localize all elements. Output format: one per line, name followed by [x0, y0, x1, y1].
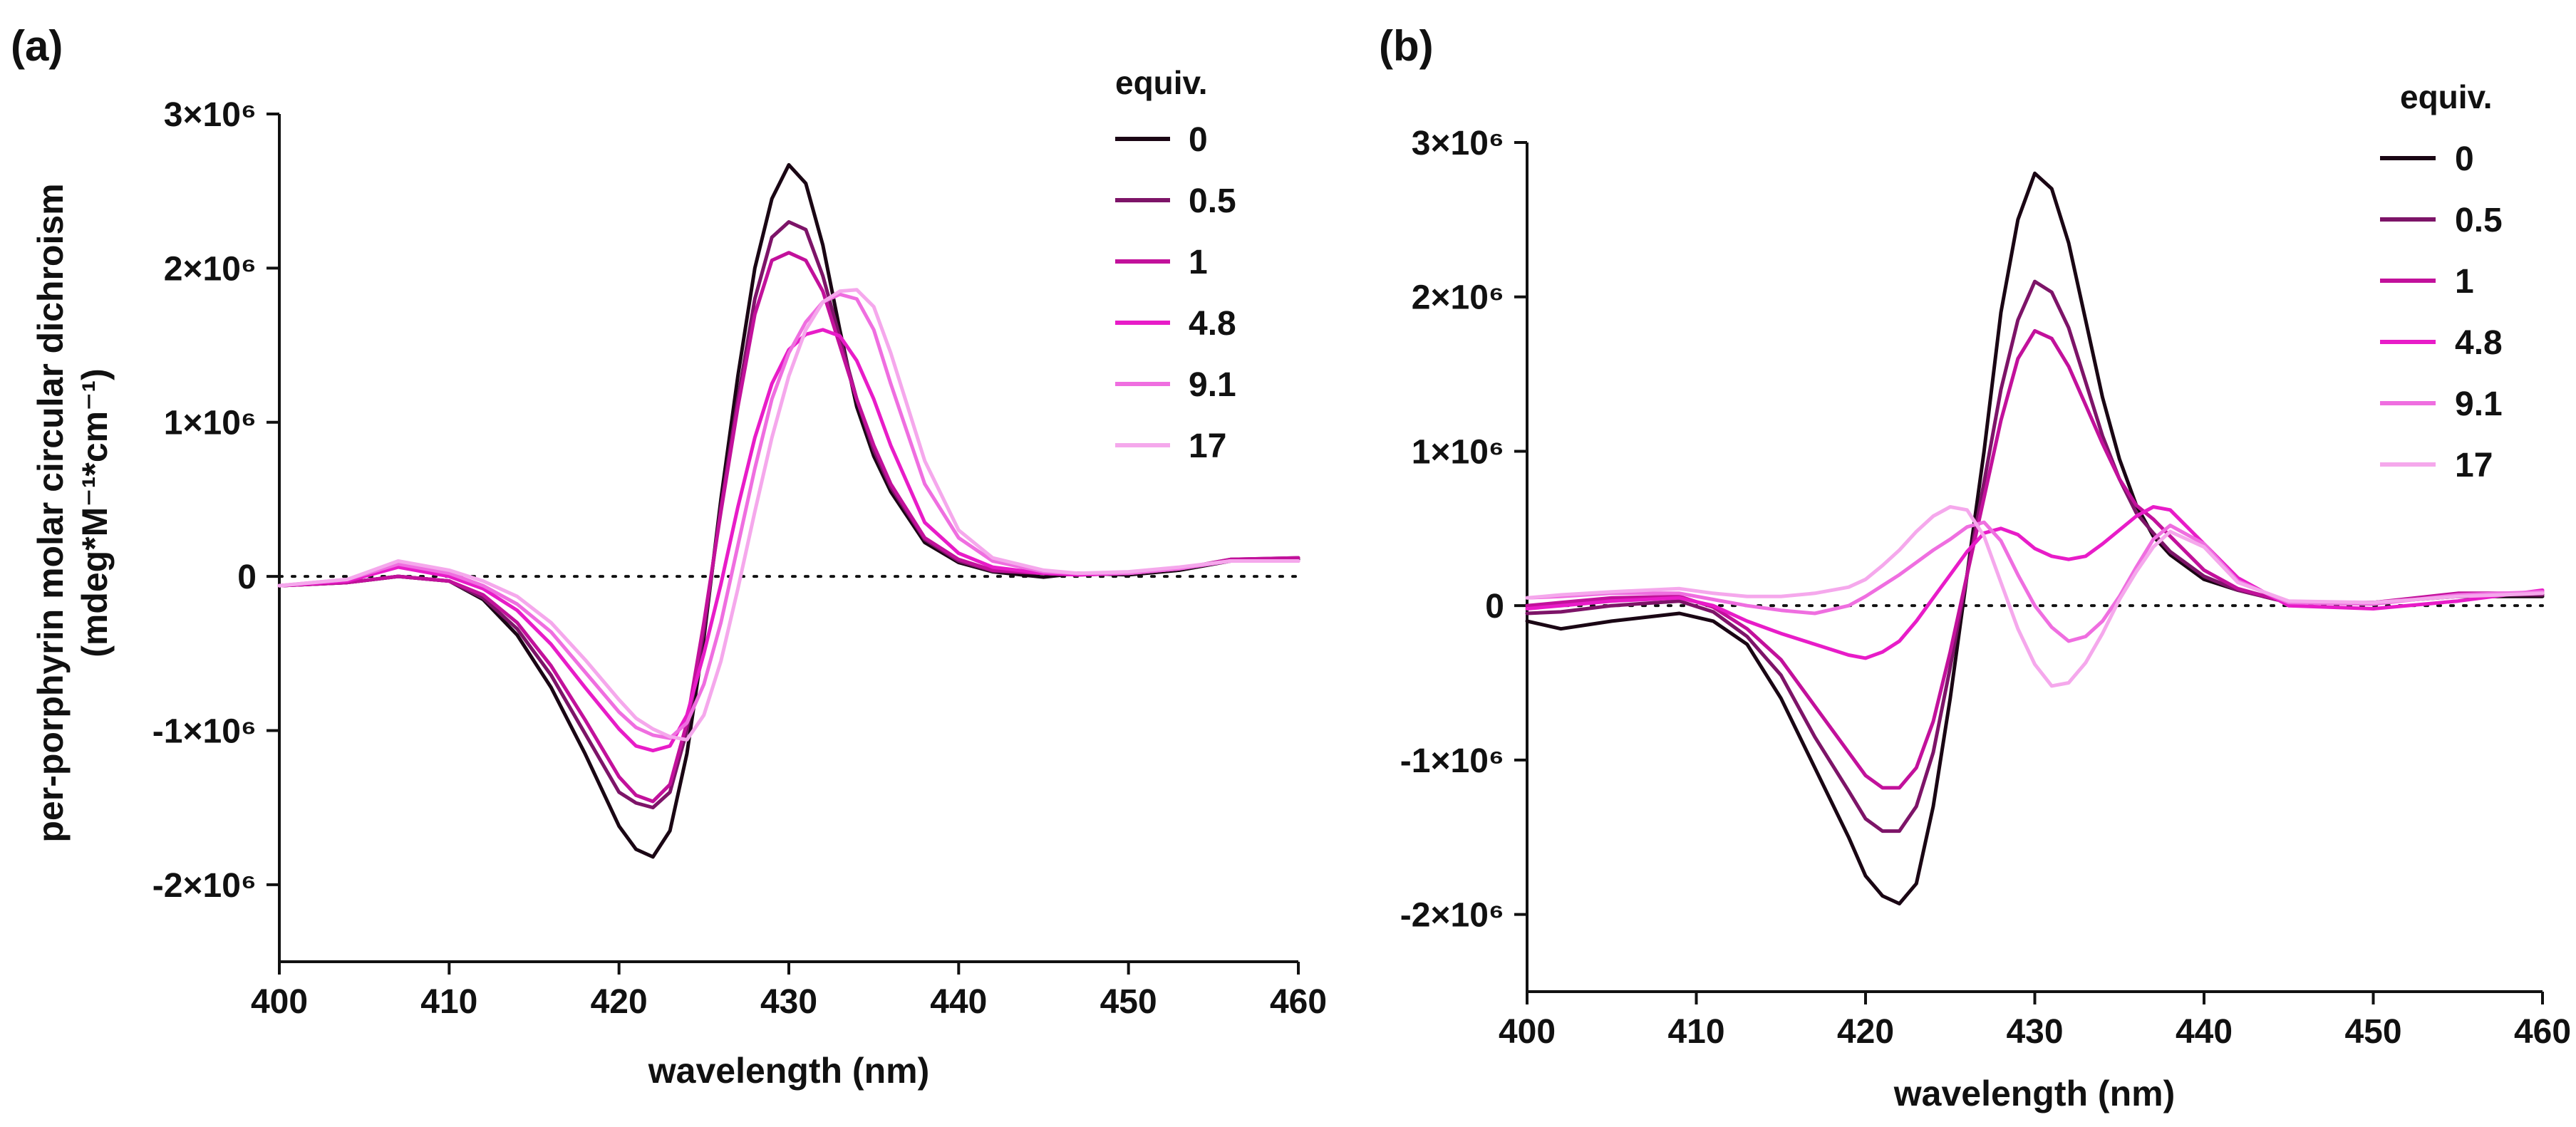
legend-label-0: 0 — [2455, 140, 2474, 178]
y-tick-label: 3×10⁶ — [164, 96, 257, 134]
y-tick-label: 0 — [1485, 588, 1504, 625]
x-tick-label: 420 — [1837, 1013, 1894, 1051]
panel-a-ylabel-line2: (mdeg*M⁻¹*cm⁻¹) — [75, 368, 115, 658]
x-tick-label: 430 — [760, 983, 817, 1021]
series-line-9.1 — [277, 292, 1300, 740]
series-line-17 — [1525, 505, 2545, 688]
x-tick-label: 450 — [2344, 1013, 2401, 1051]
panel-a-ylabel-line1: per-porphyrin molar circular dichroism — [31, 183, 71, 842]
legend-label-9.1: 9.1 — [2455, 385, 2503, 423]
x-tick-label: 410 — [1667, 1013, 1724, 1051]
panel-b-legend-title: equiv. — [2400, 78, 2493, 115]
y-tick-label: 1×10⁶ — [164, 405, 257, 442]
legend-label-4.8: 4.8 — [1189, 305, 1236, 343]
x-tick-label: 450 — [1100, 983, 1157, 1021]
series-line-4.8 — [1525, 505, 2545, 660]
panel-b-xlabel: wavelength (nm) — [1893, 1074, 2175, 1113]
legend-label-17: 17 — [1189, 427, 1226, 465]
series-line-1 — [1525, 328, 2545, 790]
legend-label-1: 1 — [2455, 263, 2474, 301]
y-tick-label: -1×10⁶ — [1400, 742, 1504, 780]
x-tick-label: 430 — [2006, 1013, 2063, 1051]
panel-a-legend: equiv. 0 0.5 1 4.8 9.1 17 — [1115, 64, 1236, 465]
series-line-0.5 — [277, 220, 1300, 810]
legend-label-17: 17 — [2455, 447, 2493, 484]
legend-label-0.5: 0.5 — [1189, 182, 1236, 220]
y-tick-label: -1×10⁶ — [152, 712, 257, 750]
y-tick-label: -2×10⁶ — [152, 867, 257, 905]
series-line-9.1 — [1525, 520, 2545, 643]
y-tick-label: 0 — [237, 559, 257, 596]
y-tick-label: 2×10⁶ — [164, 250, 257, 288]
x-tick-label: 400 — [251, 983, 308, 1021]
x-tick-label: 460 — [2514, 1013, 2571, 1051]
panel-a-xlabel: wavelength (nm) — [648, 1051, 929, 1091]
panel-a-legend-title: equiv. — [1115, 64, 1208, 101]
legend-label-0.5: 0.5 — [2455, 202, 2503, 239]
x-tick-label: 460 — [1270, 983, 1327, 1021]
series-line-0.5 — [1525, 279, 2545, 833]
y-tick-label: -2×10⁶ — [1400, 897, 1504, 935]
x-tick-label: 400 — [1499, 1013, 1556, 1051]
series-line-0 — [277, 162, 1300, 859]
x-tick-label: 410 — [420, 983, 477, 1021]
legend-label-4.8: 4.8 — [2455, 324, 2503, 362]
series-line-0 — [1525, 171, 2545, 905]
legend-label-9.1: 9.1 — [1189, 366, 1236, 404]
y-tick-label: 3×10⁶ — [1412, 125, 1504, 162]
y-tick-label: 1×10⁶ — [1412, 433, 1504, 471]
panel-b: (b) 3×10⁶ 2×10⁶ 1×10⁶ 0 -1×10⁶ -2×10⁶ 400 410 42… — [1379, 22, 2571, 1113]
panel-label-a: (a) — [11, 22, 63, 70]
panel-label-b: (b) — [1379, 22, 1434, 70]
panel-a: (a) 3×10⁶ 2×10⁶ 1×10⁶ 0 -1×10⁶ -2×10⁶ 400 410 42… — [11, 22, 1327, 1091]
series-line-17 — [277, 288, 1300, 742]
x-tick-label: 420 — [591, 983, 648, 1021]
legend-label-1: 1 — [1189, 244, 1208, 281]
panel-b-plot: 3×10⁶ 2×10⁶ 1×10⁶ 0 -1×10⁶ -2×10⁶ 400 410 420 430… — [1400, 125, 2571, 1051]
panel-b-legend: equiv. 0 0.5 1 4.8 9.1 17 — [2380, 78, 2503, 484]
x-tick-label: 440 — [2176, 1013, 2233, 1051]
series-line-4.8 — [277, 328, 1300, 753]
y-tick-label: 2×10⁶ — [1412, 279, 1504, 317]
panel-a-plot: 3×10⁶ 2×10⁶ 1×10⁶ 0 -1×10⁶ -2×10⁶ 400 410 420 430… — [152, 96, 1327, 1021]
x-tick-label: 440 — [930, 983, 987, 1021]
legend-label-0: 0 — [1189, 121, 1208, 159]
series-line-1 — [277, 251, 1300, 804]
